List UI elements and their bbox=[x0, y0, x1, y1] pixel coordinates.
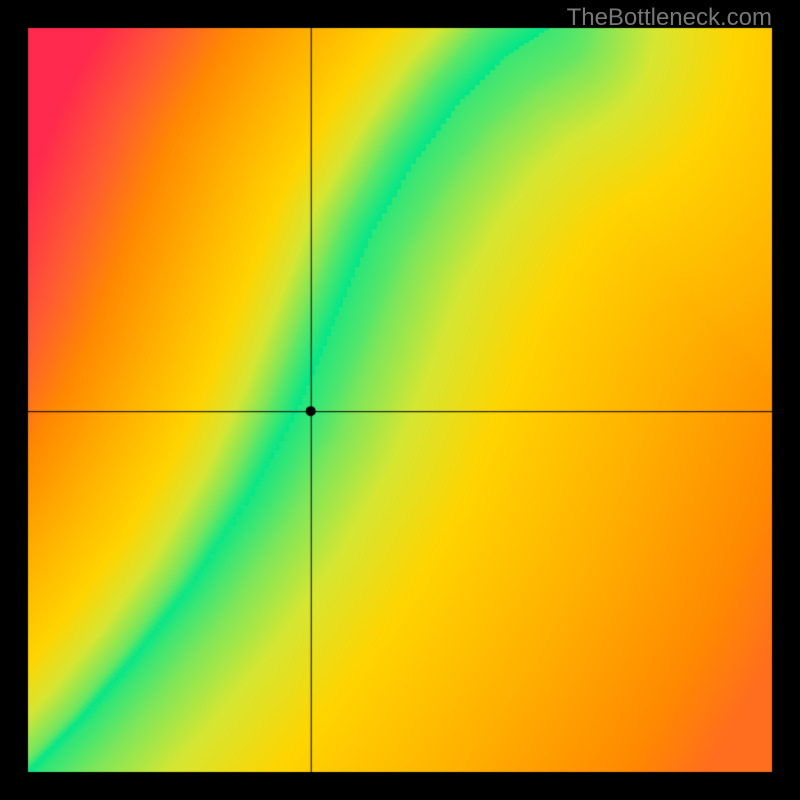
bottleneck-heatmap bbox=[0, 0, 800, 800]
watermark-text: TheBottleneck.com bbox=[567, 4, 772, 32]
